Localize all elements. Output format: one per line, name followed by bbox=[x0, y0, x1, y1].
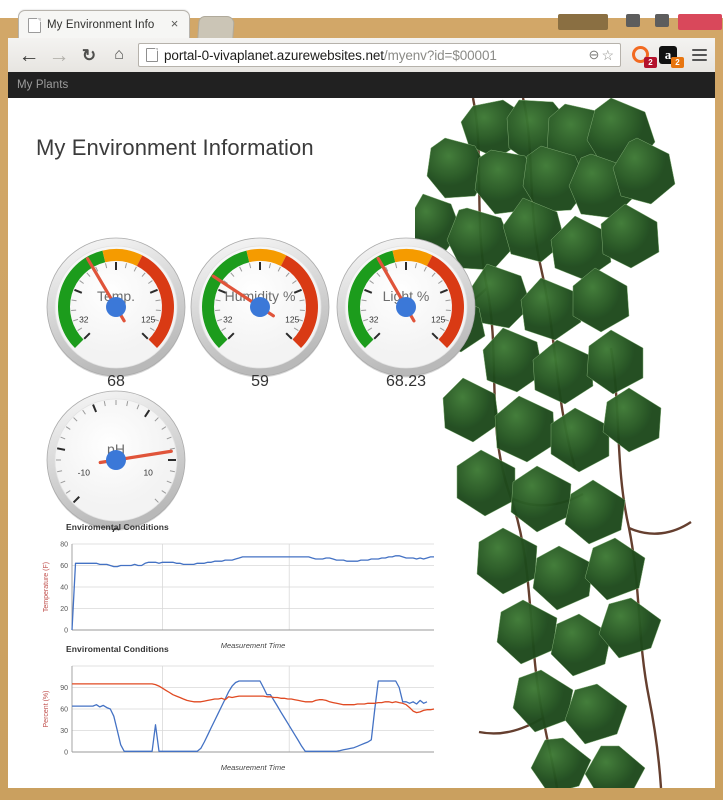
browser-toolbar: ← → ↻ ⌂ portal-0-vivaplanet.azurewebsite… bbox=[8, 38, 715, 73]
menu-line-2 bbox=[691, 54, 707, 56]
page-viewport: My Plants My Environment Information 32 1… bbox=[8, 72, 715, 788]
url-path: /myenv?id=$00001 bbox=[383, 47, 497, 63]
chart-series-temperature-f bbox=[71, 555, 434, 631]
svg-text:0: 0 bbox=[64, 628, 68, 635]
chart-y-axis-label: Percent (%) bbox=[43, 691, 50, 728]
svg-text:Humidity %: Humidity % bbox=[225, 288, 296, 304]
chart-plot: 0 30 60 90 Percent (%) Measurement Time bbox=[38, 654, 438, 774]
svg-text:125: 125 bbox=[285, 314, 299, 324]
svg-text:Light %: Light % bbox=[383, 288, 430, 304]
home-icon[interactable]: ⌂ bbox=[114, 46, 124, 63]
svg-text:125: 125 bbox=[431, 314, 445, 324]
chart-series-humidity bbox=[72, 683, 435, 714]
chart-series-light bbox=[72, 680, 428, 752]
svg-text:32: 32 bbox=[79, 314, 89, 324]
window-titlebar bbox=[0, 14, 723, 36]
url-text: portal-0-vivaplanet.azurewebsites.net/my… bbox=[164, 48, 497, 63]
svg-text:20: 20 bbox=[60, 606, 68, 613]
chart-title: Enviromental Conditions bbox=[66, 644, 169, 654]
chart-title: Enviromental Conditions bbox=[66, 522, 169, 532]
svg-text:-10: -10 bbox=[78, 467, 91, 477]
zoom-out-icon[interactable]: ⊖ bbox=[588, 47, 600, 62]
tab-strip: My Environment Informat × bbox=[8, 10, 715, 40]
back-icon[interactable]: ← bbox=[18, 43, 40, 67]
chart-percent: Enviromental Conditions 0 30 60 90 Percent (%… bbox=[38, 644, 438, 774]
navbar-brand-my-plants[interactable]: My Plants bbox=[17, 79, 69, 91]
new-tab-button[interactable] bbox=[197, 16, 235, 40]
chart-temperature: Enviromental Conditions 0 20 40 60 80 Temperat… bbox=[38, 522, 438, 652]
reload-icon[interactable]: ↻ bbox=[81, 45, 97, 65]
opera-extension-icon[interactable]: 2 bbox=[632, 44, 657, 68]
svg-text:0: 0 bbox=[64, 750, 68, 757]
svg-text:32: 32 bbox=[223, 314, 233, 324]
chrome-menu-icon[interactable] bbox=[687, 49, 711, 61]
window-maximize-button[interactable] bbox=[655, 14, 669, 27]
forward-icon[interactable]: → bbox=[48, 43, 70, 67]
svg-text:68.23: 68.23 bbox=[386, 373, 426, 390]
svg-text:10: 10 bbox=[143, 467, 153, 477]
svg-text:125: 125 bbox=[141, 314, 155, 324]
page-title: My Environment Information bbox=[36, 134, 314, 160]
chart-plot: 0 20 40 60 80 Temperature (F) Measurement Time bbox=[38, 532, 438, 652]
window-minimize-button[interactable] bbox=[558, 14, 608, 30]
tab-title: My Environment Informat bbox=[47, 19, 155, 31]
page-info-icon[interactable] bbox=[146, 48, 158, 62]
svg-text:60: 60 bbox=[60, 707, 68, 714]
opera-extension-badge: 2 bbox=[644, 57, 657, 68]
amazon-extension-icon[interactable]: a 2 bbox=[659, 44, 684, 68]
tab-favicon-icon bbox=[28, 17, 41, 33]
chart-x-axis-label: Measurement Time bbox=[221, 641, 286, 650]
svg-text:80: 80 bbox=[60, 542, 68, 549]
bookmark-star-icon[interactable]: ☆ bbox=[601, 46, 614, 63]
browser-tab[interactable]: My Environment Informat × bbox=[18, 10, 190, 39]
window-restore-button[interactable] bbox=[626, 14, 640, 27]
ivy-plant-background-image bbox=[415, 98, 692, 788]
url-domain: portal-0-vivaplanet.azurewebsites.net bbox=[164, 47, 384, 63]
window-close-button[interactable] bbox=[678, 14, 722, 30]
chart-x-axis-label: Measurement Time bbox=[221, 763, 286, 772]
svg-text:40: 40 bbox=[60, 585, 68, 592]
svg-text:30: 30 bbox=[60, 728, 68, 735]
tab-close-icon[interactable]: × bbox=[170, 16, 179, 31]
svg-text:32: 32 bbox=[369, 314, 379, 324]
site-navbar: My Plants bbox=[8, 72, 715, 98]
address-bar[interactable]: portal-0-vivaplanet.azurewebsites.net/my… bbox=[138, 43, 621, 67]
chart-y-axis-label: Temperature (F) bbox=[43, 562, 50, 612]
amazon-extension-badge: 2 bbox=[671, 57, 684, 68]
menu-line-1 bbox=[691, 49, 707, 51]
svg-text:90: 90 bbox=[60, 685, 68, 692]
svg-text:68: 68 bbox=[107, 373, 125, 390]
menu-line-3 bbox=[691, 59, 707, 61]
svg-text:60: 60 bbox=[60, 563, 68, 570]
opera-glyph bbox=[632, 46, 649, 63]
svg-text:59: 59 bbox=[251, 373, 269, 390]
